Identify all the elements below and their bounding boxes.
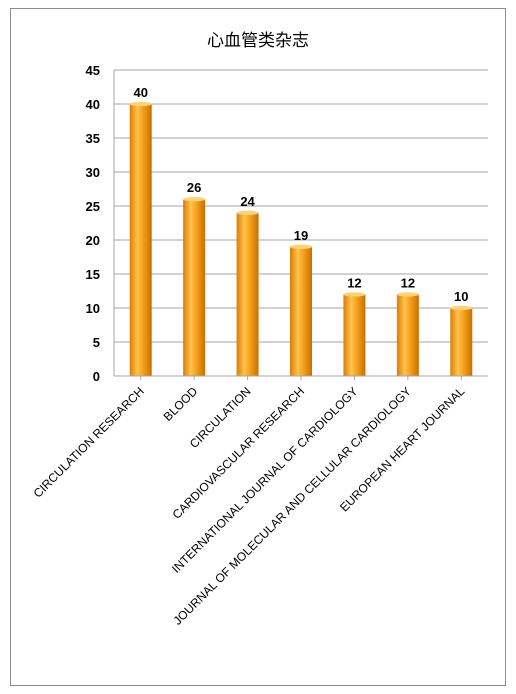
x-tick-label: INTERNATIONAL JOURNAL OF CARDIOLOGY	[169, 384, 361, 576]
bar	[236, 212, 259, 376]
x-tick-label: CIRCULATION RESEARCH	[31, 384, 147, 500]
bar-top	[183, 197, 206, 202]
x-tick-label: BLOOD	[161, 384, 201, 424]
data-label: 26	[187, 180, 201, 195]
y-tick-label: 45	[86, 63, 100, 78]
y-tick-label: 30	[86, 165, 100, 180]
chart-title: 心血管类杂志	[207, 31, 309, 51]
data-label: 40	[133, 85, 147, 100]
y-tick-label: 40	[86, 97, 100, 112]
y-tick-label: 10	[86, 301, 100, 316]
y-tick-label: 25	[86, 199, 100, 214]
bar-top	[396, 292, 419, 297]
y-tick-label: 15	[86, 267, 100, 282]
data-label: 12	[347, 275, 361, 290]
x-axis: CIRCULATION RESEARCH BLOODCIRCULATIONCARD…	[31, 375, 488, 628]
bar-top	[290, 244, 312, 249]
y-tick-label: 35	[86, 131, 100, 146]
data-label: 19	[294, 228, 308, 243]
bar	[183, 199, 206, 376]
bar	[290, 246, 312, 376]
data-label: 24	[240, 194, 255, 209]
bar-top	[129, 101, 152, 107]
y-tick-label: 5	[93, 335, 100, 350]
bar	[450, 308, 473, 376]
bar	[396, 294, 419, 376]
y-axis: 0 5 10 15 20 25 30 35 40 45	[86, 63, 115, 384]
bar	[343, 294, 366, 376]
data-label: 10	[454, 289, 468, 304]
data-label: 12	[401, 275, 415, 290]
bar-top	[450, 305, 473, 311]
bars: 40 26 24 19 12 12 10	[129, 85, 473, 376]
y-tick-label: 20	[86, 233, 100, 248]
bar-top	[236, 210, 259, 215]
y-tick-label: 0	[93, 369, 100, 384]
bar-top	[343, 292, 366, 297]
bar	[129, 104, 152, 376]
